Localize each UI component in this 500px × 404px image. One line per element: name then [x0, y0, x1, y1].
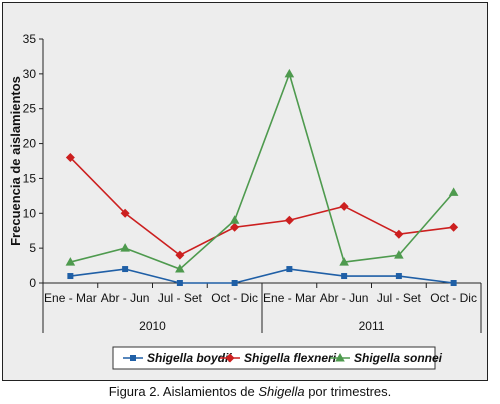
x-group-label: 2011	[359, 319, 385, 333]
legend-marker	[335, 353, 345, 362]
y-tick-label: 0	[29, 276, 36, 290]
legend-label: Shigella sonnei	[354, 351, 443, 365]
data-point	[449, 222, 459, 232]
series-line	[69, 156, 454, 257]
figure-caption: Figura 2. Aislamientos de Shigella por t…	[0, 384, 500, 399]
data-point	[120, 243, 130, 252]
data-point	[176, 280, 183, 286]
data-point	[284, 68, 295, 78]
data-point	[395, 273, 402, 280]
x-tick-label: Ene - Mar	[263, 291, 316, 305]
data-point	[67, 273, 74, 280]
x-tick-label: Ene - Mar	[44, 291, 97, 305]
data-point	[394, 229, 404, 239]
line-chart: 0 5 10 15 20 25 30 35 Frecuencia de aislamientos…	[8, 32, 482, 370]
data-point	[231, 280, 238, 286]
data-point	[230, 222, 240, 232]
legend-label: Shigella flexneri	[244, 351, 337, 365]
legend-marker	[225, 353, 235, 363]
x-tick-label: Jul - Set	[377, 291, 422, 305]
data-point	[65, 153, 75, 163]
legend-marker	[130, 355, 136, 361]
caption-prefix: Figura 2. Aislamientos de	[108, 384, 259, 399]
y-tick-label: 30	[23, 67, 37, 81]
data-point	[284, 215, 294, 225]
data-point	[450, 280, 457, 286]
y-axis-title: Frecuencia de aislamientos	[8, 76, 23, 246]
y-tick-label: 35	[23, 32, 37, 46]
data-point	[65, 257, 76, 266]
chart-frame: 0 5 10 15 20 25 30 35 Frecuencia de aislamientos…	[2, 2, 488, 381]
y-tick-label: 10	[23, 206, 37, 220]
data-point	[286, 266, 293, 273]
x-tick-label: Abr - Jun	[101, 291, 150, 305]
caption-italic: Shigella	[258, 384, 305, 399]
data-point	[341, 273, 348, 280]
data-point	[339, 201, 349, 211]
data-point	[175, 264, 185, 273]
data-point	[175, 250, 185, 260]
x-tick-label: Abr - Jun	[320, 291, 369, 305]
x-tick-label: Jul - Set	[158, 291, 203, 305]
caption-suffix: por trimestres.	[304, 384, 392, 399]
data-point	[229, 215, 240, 224]
data-point	[394, 250, 404, 259]
y-tick-label: 5	[29, 241, 36, 255]
data-point	[122, 266, 129, 273]
y-tick-label: 15	[23, 171, 37, 185]
legend-box	[112, 346, 436, 370]
series-line	[70, 268, 454, 284]
x-tick-label: Oct - Dic	[211, 291, 258, 305]
data-point	[448, 187, 459, 196]
data-point	[339, 257, 349, 266]
series-line	[70, 71, 455, 270]
x-tick-label: Oct - Dic	[430, 291, 477, 305]
y-tick-label: 20	[23, 137, 37, 151]
data-point	[120, 208, 130, 218]
x-group-label: 2010	[139, 319, 166, 333]
y-tick-label: 25	[23, 102, 37, 116]
legend-label: Shigella boydii	[147, 351, 232, 365]
